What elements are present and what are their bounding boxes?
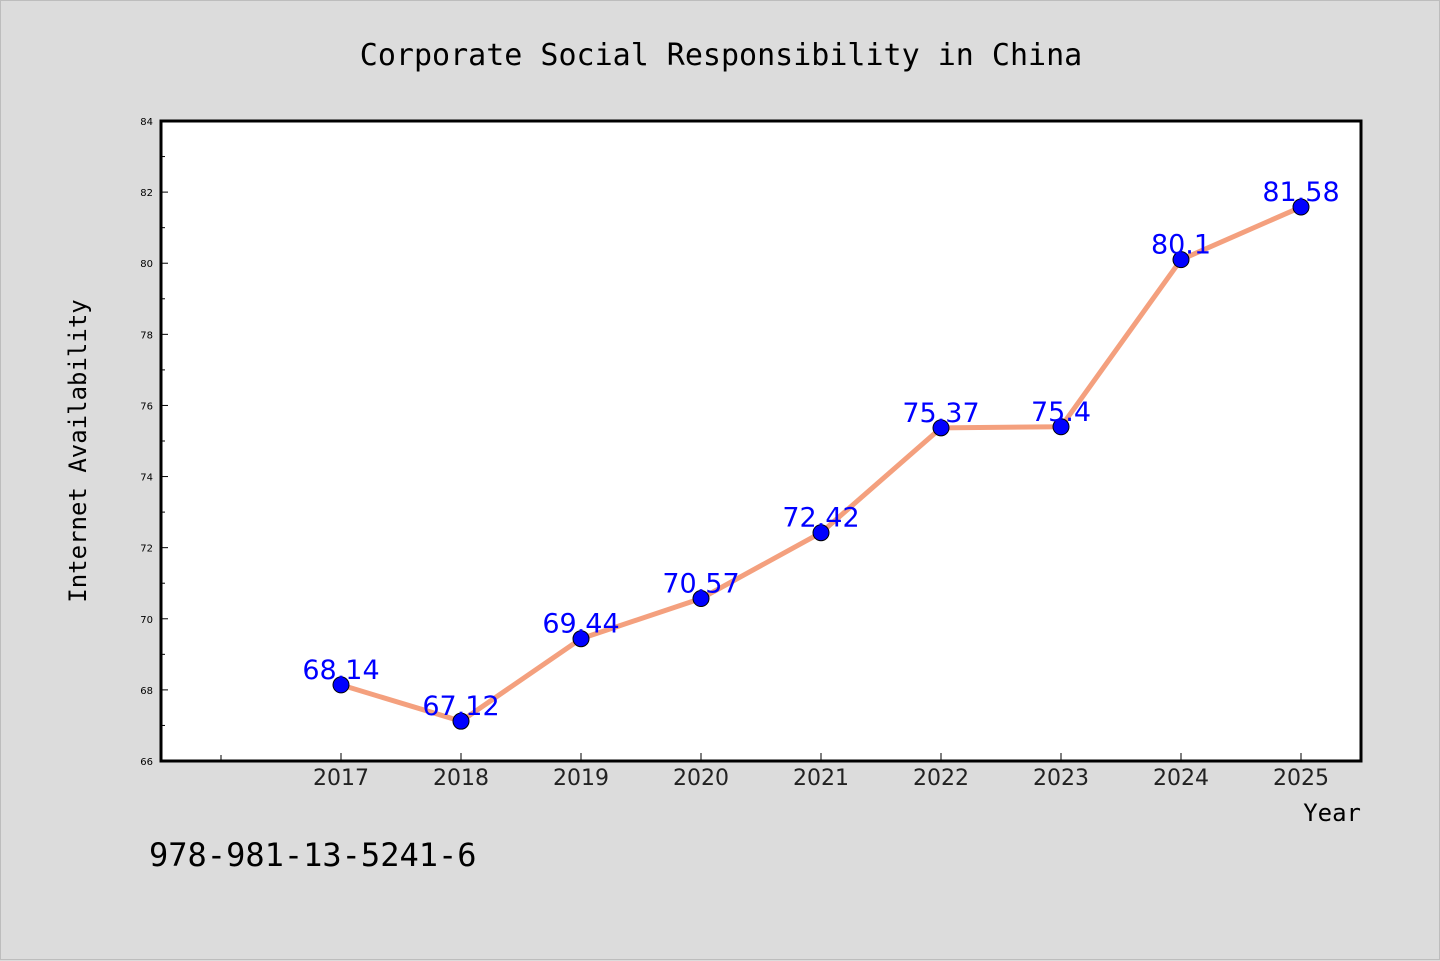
x-tick-label: 2018 — [433, 766, 489, 791]
data-point-marker — [332, 676, 350, 694]
y-axis: 66 68 70 72 74 76 78 80 82 84 — [140, 117, 168, 768]
data-point-marker — [572, 630, 590, 648]
data-label: 81.58 — [1262, 177, 1339, 208]
y-tick-label: 80 — [140, 259, 153, 270]
y-tick-label: 82 — [140, 188, 153, 199]
y-tick-label: 72 — [140, 544, 153, 555]
plot-area — [159, 119, 1363, 763]
data-label: 68.14 — [302, 655, 379, 686]
data-label: 75.37 — [902, 398, 979, 429]
x-tick-label: 2025 — [1273, 766, 1329, 791]
y-tick-label: 76 — [140, 401, 153, 412]
data-label: 70.57 — [662, 569, 739, 600]
y-tick-label: 68 — [140, 686, 153, 697]
y-axis-label: Internet Availability — [64, 299, 92, 602]
data-label: 72.42 — [782, 503, 859, 534]
x-tick-label: 2020 — [673, 766, 729, 791]
x-tick-label: 2024 — [1153, 766, 1209, 791]
data-label: 75.4 — [1031, 397, 1091, 428]
x-tick-label: 2019 — [553, 766, 609, 791]
data-point-marker — [932, 419, 950, 437]
x-tick-label: 2023 — [1033, 766, 1089, 791]
series-layer: 68.14 67.12 69.44 70.57 72.42 75.37 75.4 80.1 81… — [302, 177, 1340, 730]
footer-code: 978-981-13-5241-6 — [149, 836, 477, 874]
data-label: 80.1 — [1151, 230, 1211, 261]
data-point-marker — [1052, 418, 1070, 436]
x-axis: 2017 2018 2019 2020 2021 2022 2023 2024 2025 — [220, 753, 1329, 791]
data-label: 67.12 — [422, 691, 499, 722]
data-point-marker — [1292, 198, 1310, 216]
y-tick-label: 70 — [140, 615, 153, 626]
x-tick-label: 2017 — [313, 766, 369, 791]
data-point-marker — [812, 524, 830, 542]
y-tick-label: 74 — [140, 473, 153, 484]
data-point-marker — [452, 712, 470, 730]
chart-title: Corporate Social Responsibility in China — [360, 38, 1082, 73]
x-tick-label: 2022 — [913, 766, 969, 791]
data-point-marker — [1172, 251, 1190, 269]
y-tick-label: 78 — [140, 330, 153, 341]
x-axis-label: Year — [1303, 799, 1361, 827]
data-label: 69.44 — [542, 609, 619, 640]
y-tick-label: 66 — [140, 757, 153, 768]
y-tick-label: 84 — [140, 117, 153, 128]
x-tick-label: 2021 — [793, 766, 849, 791]
data-point-marker — [692, 590, 710, 608]
